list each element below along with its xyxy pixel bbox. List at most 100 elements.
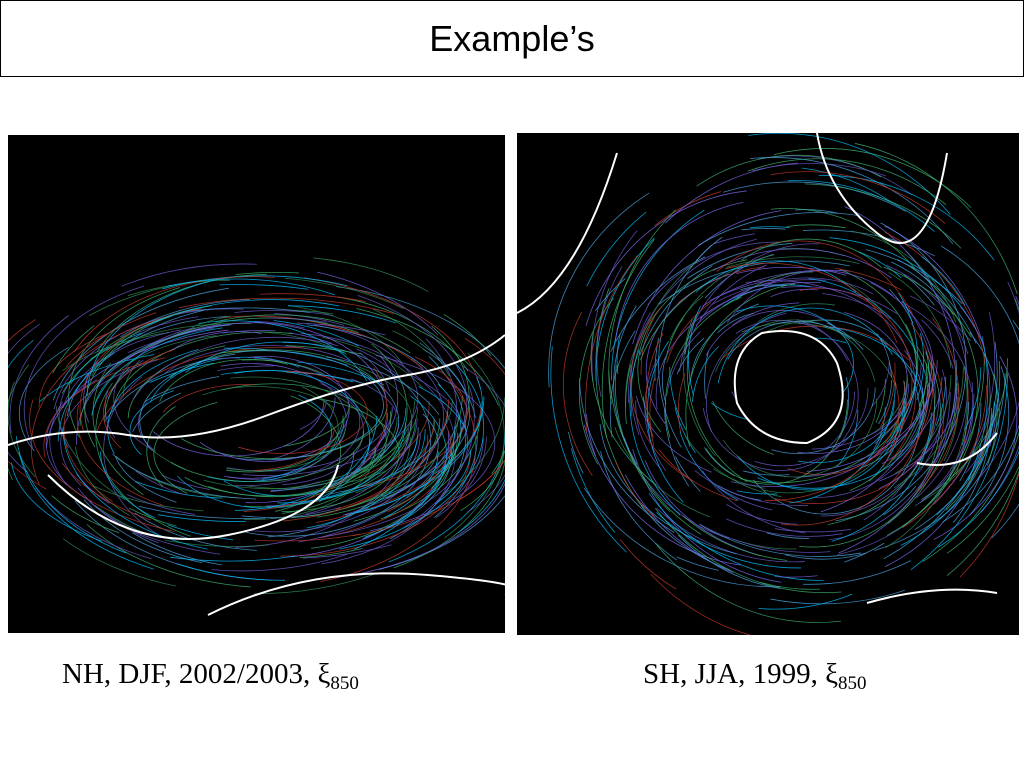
storm-track: [77, 349, 455, 538]
storm-track: [624, 208, 991, 585]
storm-track: [601, 158, 1019, 623]
storm-track: [79, 306, 388, 513]
coastline: [517, 133, 998, 604]
caption-subscript: 850: [838, 673, 867, 694]
storm-track: [41, 271, 505, 559]
storm-track: [28, 344, 504, 556]
storm-track: [15, 278, 456, 573]
storm-track: [102, 332, 468, 495]
coastline: [8, 334, 505, 446]
storm-track: [68, 274, 470, 522]
storm-track: [595, 180, 1001, 569]
storm-track: [642, 244, 929, 526]
storm-track: [146, 387, 342, 516]
storm-track: [129, 381, 332, 482]
storm-track: [666, 240, 930, 526]
storm-track: [645, 255, 960, 538]
storm-track: [76, 315, 435, 521]
storm-track: [139, 351, 400, 491]
storm-track: [548, 157, 998, 588]
storm-track: [562, 165, 989, 610]
storm-track: [61, 328, 421, 538]
storm-track: [30, 305, 477, 589]
storm-track: [128, 376, 377, 520]
storm-track: [158, 341, 406, 504]
storm-track: [661, 284, 892, 476]
storm-track: [691, 314, 848, 485]
storm-track: [664, 284, 936, 528]
storm-track: [640, 249, 896, 492]
storm-track: [655, 286, 947, 506]
track-map: [8, 135, 505, 633]
storm-track: [29, 297, 505, 543]
storm-track: [38, 310, 430, 500]
coastline: [47, 464, 505, 616]
caption-text: NH, DJF, 2002/2003, ξ: [62, 658, 331, 690]
track-map-image: [8, 255, 505, 616]
storm-track: [636, 269, 1018, 566]
storm-track: [122, 336, 429, 533]
storm-track: [613, 212, 1019, 557]
storm-track: [162, 400, 376, 497]
storm-track: [572, 184, 969, 616]
storm-track: [686, 238, 927, 500]
storm-track: [677, 252, 975, 535]
storm-track: [685, 281, 942, 548]
storm-track: [617, 241, 936, 546]
storm-track: [629, 237, 992, 592]
storm-track: [104, 327, 392, 510]
storm-track: [720, 320, 876, 454]
storm-track: [62, 299, 485, 556]
storm-track: [157, 383, 335, 472]
storm-track: [691, 277, 922, 450]
storm-track: [715, 319, 925, 484]
storm-track: [76, 321, 450, 559]
storm-track: [701, 319, 859, 471]
storm-track: [632, 280, 916, 487]
storm-track: [631, 253, 992, 563]
storm-track: [737, 320, 908, 484]
storm-track: [710, 319, 878, 478]
storm-track: [189, 375, 364, 486]
storm-track: [628, 233, 974, 559]
storm-track: [665, 279, 958, 515]
storm-track: [608, 148, 1019, 594]
storm-track: [611, 174, 1019, 581]
storm-track: [663, 246, 982, 560]
storm-track: [8, 284, 483, 522]
storm-track: [564, 228, 970, 576]
storm-track: [598, 260, 1000, 562]
storm-track: [700, 302, 910, 465]
storm-track: [130, 351, 413, 490]
storm-track: [683, 227, 964, 508]
storm-track: [645, 263, 935, 478]
storm-track: [64, 317, 407, 499]
storm-track: [689, 311, 850, 485]
storm-track: [86, 271, 485, 522]
storm-track: [88, 320, 378, 511]
storm-track: [89, 325, 426, 533]
storm-track: [721, 308, 908, 454]
storm-track: [677, 301, 900, 519]
storm-track: [661, 277, 917, 508]
storm-track: [9, 263, 475, 572]
storm-track: [112, 371, 439, 518]
storm-track: [59, 310, 487, 563]
storm-track: [194, 380, 371, 497]
storm-track: [45, 343, 496, 542]
title: Example’s: [0, 0, 1024, 77]
storm-track: [677, 243, 951, 541]
storm-track: [578, 189, 956, 568]
storm-track: [666, 250, 952, 500]
storm-track: [150, 375, 339, 483]
storm-track: [86, 302, 415, 499]
storm-track: [144, 350, 384, 461]
storm-track: [49, 322, 505, 559]
storm-track: [578, 181, 1006, 565]
storm-track: [8, 276, 505, 595]
storm-track: [689, 295, 924, 480]
storm-track: [625, 224, 998, 590]
storm-track: [55, 255, 505, 540]
storm-track: [716, 307, 905, 491]
